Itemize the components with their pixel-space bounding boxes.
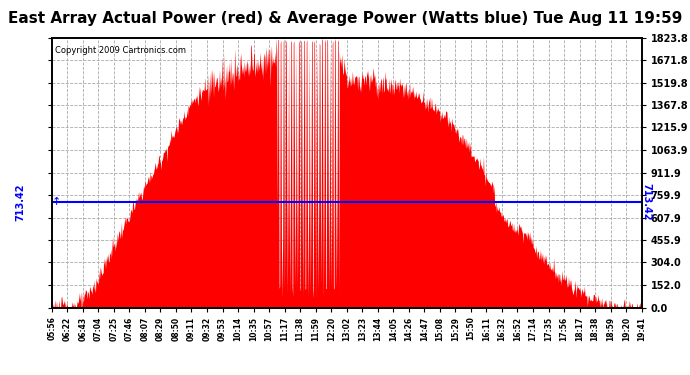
Text: 713.42: 713.42	[15, 183, 26, 220]
Text: 713.42: 713.42	[642, 183, 651, 220]
Text: ↑: ↑	[52, 197, 61, 207]
Text: Copyright 2009 Cartronics.com: Copyright 2009 Cartronics.com	[55, 46, 186, 55]
Text: East Array Actual Power (red) & Average Power (Watts blue) Tue Aug 11 19:59: East Array Actual Power (red) & Average …	[8, 11, 682, 26]
